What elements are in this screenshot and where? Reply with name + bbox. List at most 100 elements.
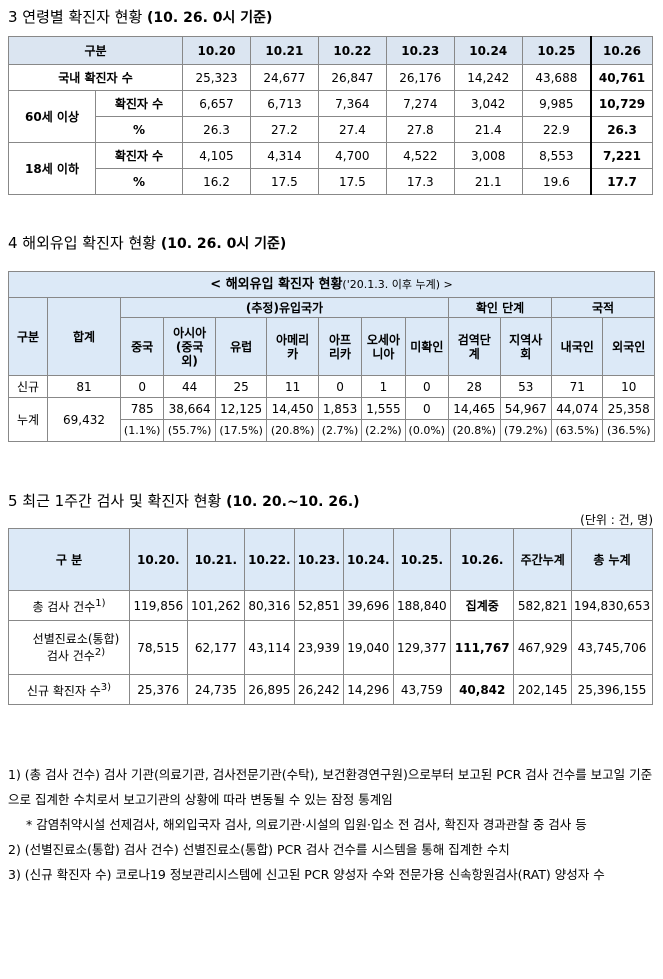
test-r2-v2: 26,895 [244,674,295,705]
test-r2-v0: 25,376 [129,674,188,705]
imp-pct-6: (0.0%) [404,419,450,442]
age60-r1-v0: 26.3 [182,116,251,143]
imp-new-v5: 1 [361,375,406,398]
test-r0-v3: 52,851 [293,590,345,621]
section5-sub: (10. 20.~10. 26.) [226,494,360,510]
test-r1-v7: 467,929 [513,620,572,675]
imp-col-9: 내국인 [550,317,604,376]
age-h-1: 10.20 [182,36,251,65]
test-h-2: 10.21. [186,528,246,591]
age60-r1-label: % [95,116,183,143]
test-r1-v0: 78,515 [129,620,188,675]
age18-r0-v2: 4,700 [317,142,387,169]
age60-label: 60세 이상 [8,90,96,143]
age60-r0-v0: 6,657 [182,90,251,117]
age-h-6: 10.25 [521,36,592,65]
test-r1-label-text: 선별진료소(통합) 검사 건수 [32,632,120,663]
domestic-v2: 26,847 [317,64,387,91]
imp-new-v4: 0 [317,375,363,398]
imported-caption: < 해외유입 확진자 현황('20.1.3. 이후 누계) > [8,271,655,298]
imp-pct-0: (1.1%) [119,419,165,442]
imp-cum-v8: 54,967 [499,397,552,420]
age18-r1-v5: 19.6 [521,168,592,195]
note-2: 2) (선별진료소(통합) 검사 건수) 선별진료소(통합) PCR 검사 건수… [8,842,510,857]
imp-col-1: 아시아 (중국 외) [163,317,216,376]
section3-title: 3 연령별 확진자 현황 (10. 26. 0시 기준) [8,6,272,27]
age60-r0-v2: 7,364 [317,90,387,117]
test-r0-v7: 582,821 [513,590,572,621]
imp-col-0: 중국 [119,317,165,376]
section4-title: 4 해외유입 확진자 현황 (10. 26. 0시 기준) [8,232,286,253]
domestic-label: 국내 확진자 수 [8,64,183,91]
age60-r1-v6: 26.3 [590,116,653,143]
imp-cum-v10: 25,358 [602,397,655,420]
test-r2-v3: 26,242 [293,674,345,705]
imp-pct-8: (79.2%) [499,419,552,442]
age18-r0-v4: 3,008 [453,142,523,169]
imp-pct-4: (2.7%) [317,419,363,442]
section5-title: 5 최근 1주간 검사 및 확진자 현황 (10. 20.~10. 26.) [8,490,360,511]
age-h-0: 구분 [8,36,183,65]
imp-col-7: 검역단 계 [448,317,501,376]
note-1b: * 감염취약시설 선제검사, 해외입국자 검사, 의료기관·시설의 입원·입소 … [26,817,587,832]
imp-h-stage: 확인 단계 [448,297,552,318]
imported-caption-b: ('20.1.3. 이후 누계) > [342,277,453,291]
imp-h-nation: 국적 [550,297,656,318]
notes: 1) (총 검사 건수) 검사 기관(의료기관, 검사전문기관(수탁), 보건환… [8,762,656,887]
domestic-v1: 24,677 [249,64,319,91]
age60-r1-v3: 27.8 [385,116,455,143]
imp-cum-v5: 1,555 [361,397,406,420]
test-r0-v6: 집계중 [450,590,515,621]
age-h-4: 10.23 [385,36,455,65]
imp-col-5: 오세아 니아 [361,317,406,376]
imp-pct-3: (20.8%) [266,419,319,442]
imported-caption-a: < 해외유입 확진자 현황 [210,276,343,292]
age18-r1-v4: 21.1 [453,168,523,195]
test-r2-label: 신규 확진자 수3) [8,674,130,705]
age60-r1-v2: 27.4 [317,116,387,143]
test-r0-v1: 101,262 [186,590,246,621]
test-h-0: 구 분 [8,528,130,591]
test-h-4: 10.23. [293,528,345,591]
age18-r0-v6: 7,221 [590,142,653,169]
imp-new-v7: 28 [448,375,501,398]
imp-cum-v3: 14,450 [266,397,319,420]
age18-r1-v1: 17.5 [249,168,319,195]
imp-col-10: 외국인 [602,317,655,376]
age18-r0-label: 확진자 수 [95,142,183,169]
age60-r0-v6: 10,729 [590,90,653,117]
imp-cum-v2: 12,125 [214,397,268,420]
section4-heading: 4 해외유입 확진자 현황 [8,234,157,252]
section3-heading: 3 연령별 확진자 현황 [8,8,143,26]
age18-r0-v3: 4,522 [385,142,455,169]
test-h-1: 10.20. [129,528,188,591]
test-r0-v5: 188,840 [392,590,452,621]
test-r1-v6: 111,767 [450,620,515,675]
test-h-3: 10.22. [244,528,295,591]
domestic-v4: 14,242 [453,64,523,91]
age18-label: 18세 이하 [8,142,96,195]
domestic-v0: 25,323 [182,64,251,91]
note-1: 1) (총 검사 건수) 검사 기관(의료기관, 검사전문기관(수탁), 보건환… [8,767,653,807]
imp-col-2: 유럽 [214,317,268,376]
domestic-v3: 26,176 [385,64,455,91]
imp-pct-10: (36.5%) [602,419,655,442]
age60-r1-v1: 27.2 [249,116,319,143]
test-r1-v8: 43,745,706 [571,620,653,675]
imp-cum-v9: 44,074 [550,397,604,420]
test-r2-v5: 43,759 [392,674,452,705]
test-r1-sup: 2) [94,647,106,658]
imp-col-4: 아프 리카 [317,317,363,376]
imp-col-6: 미확인 [404,317,450,376]
section4-sub: (10. 26. 0시 기준) [160,236,287,252]
imp-new-v9: 71 [550,375,604,398]
test-r0-sup: 1) [95,598,106,609]
test-r1-v1: 62,177 [186,620,246,675]
test-r0-v4: 39,696 [343,590,394,621]
test-r0-label: 총 검사 건수1) [8,590,130,621]
test-r1-v3: 23,939 [293,620,345,675]
imp-h-group: 구분 [8,297,48,376]
imp-cum-label: 누계 [8,397,48,442]
imported-table: < 해외유입 확진자 현황('20.1.3. 이후 누계) > 구분 합계 (추… [8,271,656,442]
age60-r1-v4: 21.4 [453,116,523,143]
